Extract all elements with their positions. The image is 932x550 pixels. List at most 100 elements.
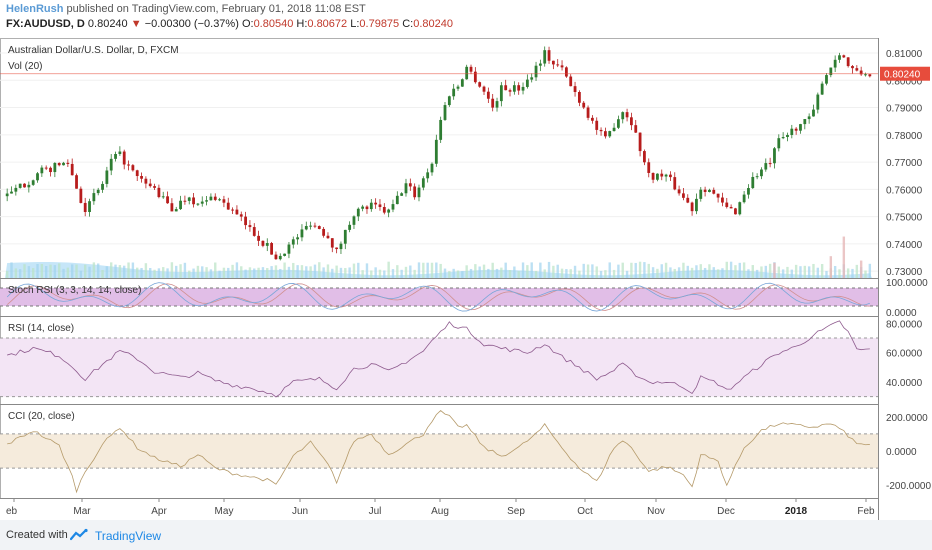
time-tick-label: Nov (647, 506, 665, 517)
volume-bar (365, 263, 369, 278)
stoch-title: Stoch RSI (3, 3, 14, 14, close) (8, 285, 141, 296)
volume-bar (318, 262, 321, 278)
volume-bar (391, 269, 395, 278)
candle-body (534, 65, 538, 78)
volume-bar (578, 270, 581, 278)
volume-bar (794, 264, 798, 278)
time-tick-label: May (215, 506, 234, 517)
price-tick-label: 0.76000 (886, 185, 923, 196)
candle-body (404, 183, 408, 194)
volume-bar (504, 262, 507, 278)
volume-bar (461, 271, 464, 278)
volume-bar (387, 261, 390, 278)
candle-body (634, 125, 638, 133)
candle-body (252, 227, 256, 236)
candle-body (148, 183, 152, 187)
volume-bar (742, 262, 746, 278)
candle-body (699, 189, 703, 199)
volume-bar (240, 266, 243, 278)
price-tick-label: 0.80000 (886, 76, 923, 87)
candle-body (551, 60, 555, 65)
candle-body (773, 148, 776, 164)
candle-body (603, 131, 607, 137)
candle-body (161, 196, 165, 198)
candle-body (460, 79, 464, 87)
time-tick-label: Oct (577, 506, 593, 517)
candle-body (491, 98, 495, 108)
candle-body (361, 206, 365, 209)
candle-body (109, 158, 113, 171)
candle-body (703, 189, 707, 192)
volume-bar (508, 270, 512, 278)
candle-body (825, 75, 828, 84)
price-tick-label: 0.74000 (886, 240, 923, 251)
candle-body (400, 193, 404, 196)
candle-body (447, 96, 451, 106)
tradingview-logo-icon[interactable] (70, 528, 90, 542)
candle-body (261, 240, 265, 246)
volume-bar (123, 265, 126, 278)
candle-body (196, 203, 200, 205)
volume-bar (608, 262, 611, 278)
volume-bar (833, 266, 837, 278)
volume-bar (257, 267, 260, 278)
volume-bar (409, 265, 412, 278)
candle-body (118, 151, 122, 155)
candle-body (664, 174, 668, 177)
candle-body (88, 201, 91, 212)
volume-bar (300, 265, 304, 278)
price-change: −0.00300 (−0.37%) (144, 18, 239, 30)
volume-area (5, 261, 872, 278)
volume-bar (14, 268, 18, 278)
chart-area[interactable]: 0.73000 0.74000 0.75000 0.76000 0.77000 0.780… (0, 38, 932, 520)
volume-bar (157, 268, 161, 278)
candle-body (660, 173, 664, 177)
tradingview-link[interactable]: TradingView (95, 529, 162, 543)
volume-bar (760, 266, 763, 278)
volume-bar (643, 262, 646, 278)
candle-body (14, 187, 18, 192)
candle-body (764, 163, 768, 170)
volume-bar (10, 262, 13, 278)
candle-body (547, 50, 551, 61)
volume-bar (270, 266, 273, 278)
volume-bar (53, 265, 57, 278)
candle-body (53, 162, 57, 173)
volume-bar (686, 265, 689, 278)
footer-bar: Created with TradingView (0, 520, 932, 550)
candle-body (122, 151, 126, 165)
volume-bar (500, 267, 503, 278)
volume-bar (18, 269, 22, 278)
candle-body (426, 172, 430, 179)
candle-body (846, 57, 850, 67)
author-link[interactable]: HelenRush (6, 3, 64, 15)
candle-body (439, 119, 443, 140)
candle-body (677, 189, 681, 194)
volume-bar (829, 256, 833, 278)
candle-body (630, 117, 633, 126)
volume-bar (75, 264, 78, 278)
volume-bar (287, 266, 291, 278)
volume-bar (599, 270, 603, 278)
volume-bar (79, 270, 83, 278)
candle-body (721, 197, 724, 203)
candle-body (179, 200, 182, 210)
candle-body (10, 191, 13, 194)
volume-bar (803, 265, 807, 278)
open-label: O: (241, 18, 254, 30)
candle-body (209, 196, 213, 201)
candle-body (378, 204, 382, 208)
candle-body (183, 200, 187, 202)
volume-bar (201, 266, 204, 278)
volume-bar (474, 264, 477, 278)
volume-bar (456, 270, 460, 278)
volume-bar (478, 266, 481, 278)
candle-body (452, 88, 456, 97)
candle-body (114, 154, 117, 159)
candle-body (777, 138, 781, 149)
candle-body (66, 162, 70, 164)
volume-bar (383, 270, 386, 278)
candle-body (317, 226, 321, 229)
candle-body (18, 183, 22, 188)
candle-body (36, 173, 39, 181)
